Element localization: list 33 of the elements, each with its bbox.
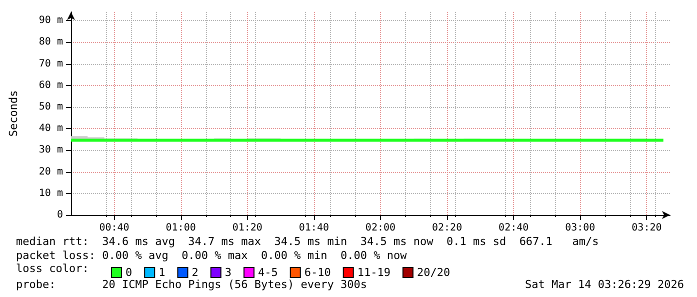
legend-label: 11-19 <box>357 266 390 279</box>
y-tick-label: 90 m <box>38 15 63 26</box>
legend-label: 1 <box>158 266 166 279</box>
y-tick-label: 60 m <box>38 80 63 91</box>
y-tick-label: 70 m <box>38 58 63 70</box>
x-tick-label: 02:20 <box>432 222 462 234</box>
x-tick-label: 03:00 <box>565 222 596 234</box>
x-tick-label: 03:20 <box>632 222 662 234</box>
legend-label: 4-5 <box>258 266 278 279</box>
text: Sat Mar 14 03:26:29 2026 <box>525 278 684 291</box>
y-tick-label: 30 m <box>38 144 63 156</box>
legend-label: 0 <box>126 266 132 279</box>
x-tick-label: 01:40 <box>298 222 329 234</box>
text: probe: 20 ICMP Echo Pings (56 Bytes) every 300s <box>16 278 367 291</box>
legend-label: 20/20 <box>416 266 450 279</box>
x-tick-label: 01:00 <box>166 222 196 234</box>
legend-label: 6-10 <box>304 266 331 279</box>
x-tick-label: 01:20 <box>232 222 262 234</box>
text: median rtt: 34.6 ms avg 34.7 ms max 34.5 ms min 34.5 ms now 0.1 ms sd 667.1 am/s <box>16 235 599 248</box>
y-tick-label: 40 m <box>38 123 63 134</box>
legend-label: 3 <box>224 266 232 279</box>
x-tick-label: 02:40 <box>498 222 529 234</box>
y-tick-label: 80 m <box>38 36 63 48</box>
legend-label: 2 <box>192 266 198 279</box>
y-tick-label: 20 m <box>38 166 63 178</box>
text: packet loss: 0.00 % avg 0.00 % max 0.00 % min 0.00 % now <box>16 249 407 262</box>
y-axis-title: Seconds <box>7 90 20 137</box>
x-tick-label: 02:00 <box>365 222 396 234</box>
y-tick-label: 50 m <box>38 102 63 113</box>
y-tick-label: 10 m <box>38 188 63 199</box>
legend-title: loss color: <box>16 262 89 275</box>
y-tick-label: 0 <box>56 210 63 220</box>
x-tick-label: 00:40 <box>99 222 130 234</box>
